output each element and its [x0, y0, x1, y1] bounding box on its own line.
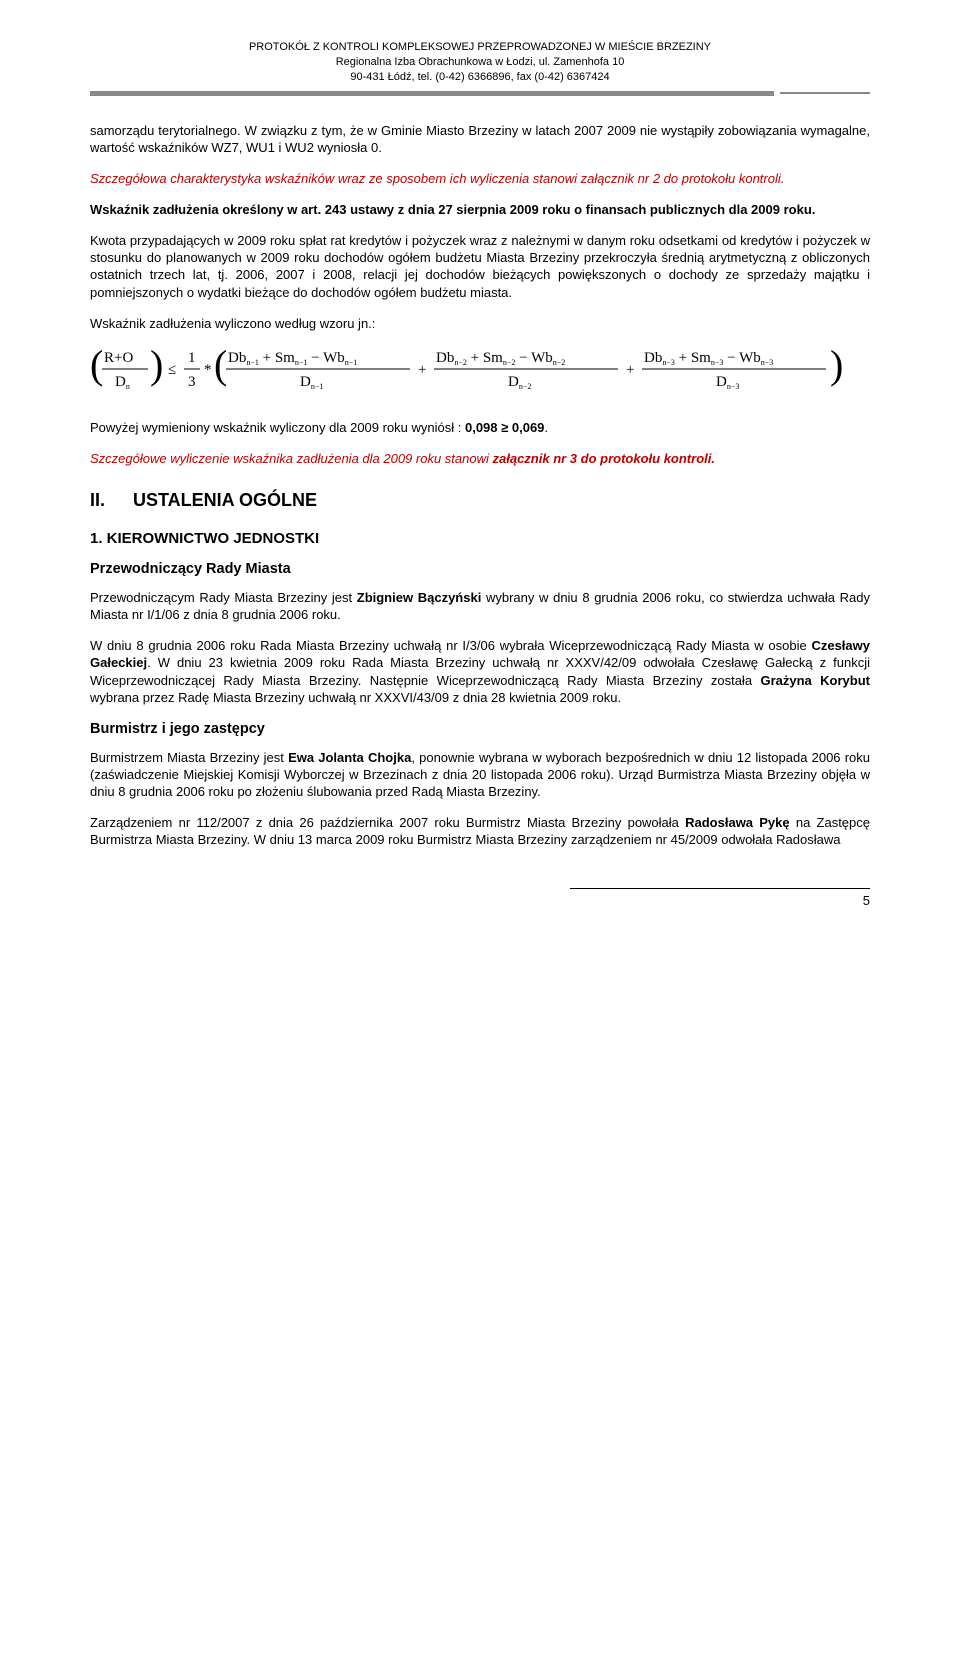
- subheading-mayor: Burmistrz i jego zastępcy: [90, 720, 870, 739]
- svg-text:Dn−2: Dn−2: [508, 374, 531, 391]
- page-footer: 5: [90, 888, 870, 910]
- debt-formula: ( R+O Dn ) ≤ 1 3 * ( Dbn−1 + Smn−1 − Wbn…: [90, 342, 870, 405]
- svg-text:Dn−1: Dn−1: [300, 374, 323, 391]
- svg-text:Dbn−2 + Smn−2 − Wbn−2: Dbn−2 + Smn−2 − Wbn−2: [436, 350, 565, 367]
- section-title: USTALENIA OGÓLNE: [133, 489, 317, 512]
- svg-text:): ): [830, 342, 843, 387]
- svg-text:Dbn−3 + Smn−3 − Wbn−3: Dbn−3 + Smn−3 − Wbn−3: [644, 350, 773, 367]
- paragraph-6-result: Powyżej wymieniony wskaźnik wyliczony dl…: [90, 419, 870, 436]
- paragraph-5-formula-intro: Wskaźnik zadłużenia wyliczono według wzo…: [90, 315, 870, 332]
- section-heading-ii: II. USTALENIA OGÓLNE: [90, 489, 870, 512]
- header-rule: [90, 91, 870, 96]
- document-header: PROTOKÓŁ Z KONTROLI KOMPLEKSOWEJ PRZEPRO…: [90, 40, 870, 85]
- paragraph-1: samorządu terytorialnego. W związku z ty…: [90, 122, 870, 156]
- paragraph-9: W dniu 8 grudnia 2006 roku Rada Miasta B…: [90, 637, 870, 706]
- paragraph-3-indicator-title: Wskaźnik zadłużenia określony w art. 243…: [90, 201, 870, 218]
- svg-text:+: +: [626, 362, 634, 378]
- svg-text:(: (: [90, 342, 103, 387]
- header-line-3: 90-431 Łódź, tel. (0-42) 6366896, fax (0…: [90, 70, 870, 85]
- subheading-council-chair: Przewodniczący Rady Miasta: [90, 560, 870, 579]
- svg-text:+: +: [418, 362, 426, 378]
- svg-text:*: *: [204, 362, 212, 378]
- section-number: II.: [90, 489, 105, 512]
- svg-text:3: 3: [188, 374, 196, 390]
- header-line-2: Regionalna Izba Obrachunkowa w Łodzi, ul…: [90, 55, 870, 70]
- paragraph-8: Przewodniczącym Rady Miasta Brzeziny jes…: [90, 589, 870, 623]
- subsection-heading-1: 1. KIEROWNICTWO JEDNOSTKI: [90, 529, 870, 549]
- svg-text:(: (: [214, 342, 227, 387]
- paragraph-2-annex-note: Szczegółowa charakterystyka wskaźników w…: [90, 170, 870, 187]
- header-line-1: PROTOKÓŁ Z KONTROLI KOMPLEKSOWEJ PRZEPRO…: [90, 40, 870, 55]
- svg-text:≤: ≤: [168, 362, 176, 378]
- svg-text:Dn−3: Dn−3: [716, 374, 739, 391]
- svg-text:R+O: R+O: [104, 350, 133, 366]
- footer-rule: [570, 888, 870, 889]
- svg-text:): ): [150, 342, 163, 387]
- page-number: 5: [90, 893, 870, 910]
- svg-text:Dbn−1 + Smn−1 − Wbn−1: Dbn−1 + Smn−1 − Wbn−1: [228, 350, 357, 367]
- svg-text:Dn: Dn: [115, 374, 130, 391]
- paragraph-10: Burmistrzem Miasta Brzeziny jest Ewa Jol…: [90, 749, 870, 800]
- svg-text:1: 1: [188, 350, 196, 366]
- paragraph-7-annex-note: Szczegółowe wyliczenie wskaźnika zadłuże…: [90, 450, 870, 467]
- paragraph-11: Zarządzeniem nr 112/2007 z dnia 26 paźdz…: [90, 814, 870, 848]
- paragraph-4: Kwota przypadających w 2009 roku spłat r…: [90, 232, 870, 301]
